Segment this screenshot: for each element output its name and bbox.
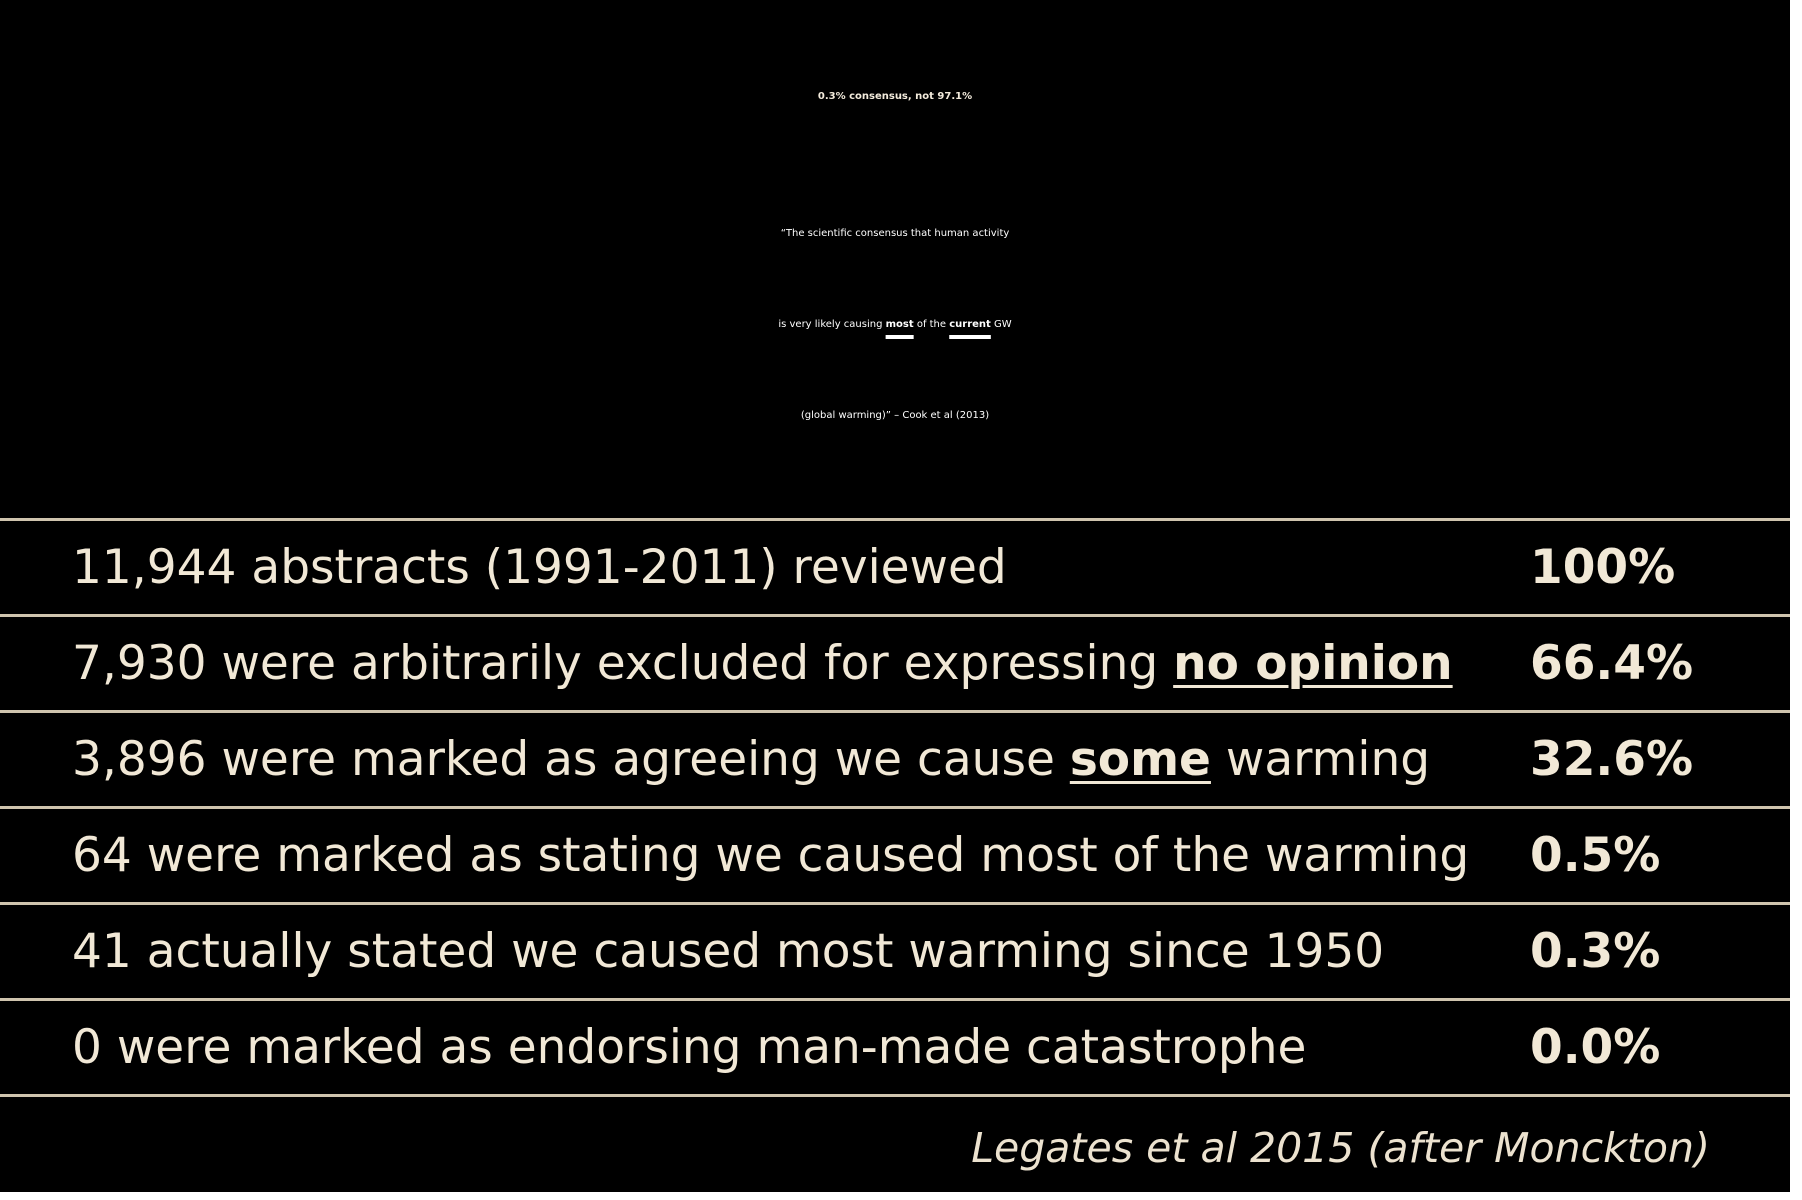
row-description: 41 actually stated we caused most warmin… [72,905,1384,998]
row-description: 0 were marked as endorsing man-made cata… [72,1001,1306,1094]
row-percentage: 0.3% [1530,924,1661,979]
row-description: 11,944 abstracts (1991-2011) reviewed [72,521,1007,614]
row-percentage: 0.0% [1530,1020,1661,1075]
row-percentage: 32.6% [1530,732,1694,787]
table-row: 64 were marked as stating we caused most… [0,809,1790,905]
row-text: 41 actually stated we caused most warmin… [72,924,1385,979]
row-percentage: 100% [1530,540,1676,595]
quote-line-2-post: GW [990,319,1012,330]
quote-block: “The scientific consensus that human act… [0,188,1790,461]
row-text: 11,944 abstracts (1991-2011) reviewed [72,540,1007,595]
row-text: 0 were marked as endorsing man-made cata… [72,1020,1307,1075]
row-emphasis: some [1069,732,1211,787]
table-row: 11,944 abstracts (1991-2011) reviewed 10… [0,521,1790,617]
quote-emphasis-most: most [885,319,914,330]
row-emphasis: no opinion [1173,636,1453,691]
row-description: 3,896 were marked as agreeing we cause s… [72,713,1430,806]
row-description: 7,930 were arbitrarily excluded for expr… [72,617,1453,710]
quote-line-3: (global warming)” – Cook et al (2013) [800,410,990,421]
quote-line-2-mid: of the [913,319,950,330]
table-row: 41 actually stated we caused most warmin… [0,905,1790,1001]
row-text-tail: warming [1210,732,1431,787]
row-text: 3,896 were marked as agreeing we cause [72,732,1070,787]
row-percentage: 66.4% [1530,636,1694,691]
table-row: 3,896 were marked as agreeing we cause s… [0,713,1790,809]
table-row: 0 were marked as endorsing man-made cata… [0,1001,1790,1097]
row-text: 64 were marked as stating we caused most… [72,828,1470,883]
source-citation: Legates et al 2015 (after Monckton) [971,1124,1710,1172]
row-description: 64 were marked as stating we caused most… [72,809,1469,902]
quote-emphasis-current: current [949,319,991,330]
quote-line-2-pre: is very likely causing [778,319,886,330]
stats-table: 11,944 abstracts (1991-2011) reviewed 10… [0,518,1790,1097]
row-percentage: 0.5% [1530,828,1661,883]
quote-line-2: is very likely causing most of the curre… [0,279,1790,370]
quote-line-1: “The scientific consensus that human act… [780,228,1010,239]
table-row: 7,930 were arbitrarily excluded for expr… [0,617,1790,713]
row-text: 7,930 were arbitrarily excluded for expr… [72,636,1174,691]
slide-title: 0.3% consensus, not 97.1% [817,91,973,102]
